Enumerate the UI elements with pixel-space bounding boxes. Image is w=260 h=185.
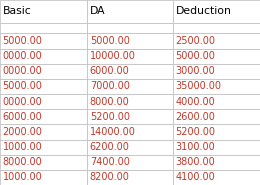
Text: 3800.00: 3800.00 <box>176 157 215 167</box>
Text: 7400.00: 7400.00 <box>90 157 129 167</box>
Bar <box>173 139 260 155</box>
Bar <box>0 0 87 23</box>
Bar <box>87 23 173 33</box>
Bar <box>0 170 87 185</box>
Text: 0000.00: 0000.00 <box>3 51 42 61</box>
Text: 5000.00: 5000.00 <box>3 36 42 46</box>
Text: 4100.00: 4100.00 <box>176 172 215 182</box>
Bar <box>0 124 87 139</box>
Bar <box>87 139 173 155</box>
Bar <box>173 124 260 139</box>
Bar <box>0 94 87 109</box>
Bar <box>87 0 173 23</box>
Text: 8200.00: 8200.00 <box>90 172 129 182</box>
Text: 7000.00: 7000.00 <box>90 82 129 92</box>
Bar <box>0 33 87 49</box>
Bar <box>0 155 87 170</box>
Bar <box>87 79 173 94</box>
Bar <box>173 23 260 33</box>
Bar <box>87 33 173 49</box>
Text: 5200.00: 5200.00 <box>176 127 216 137</box>
Bar <box>173 0 260 23</box>
Text: 2500.00: 2500.00 <box>176 36 216 46</box>
Bar <box>173 109 260 124</box>
Text: 5200.00: 5200.00 <box>90 112 130 122</box>
Text: 3100.00: 3100.00 <box>176 142 215 152</box>
Bar <box>0 23 87 33</box>
Bar <box>173 94 260 109</box>
Text: 6000.00: 6000.00 <box>90 66 129 76</box>
Text: 5000.00: 5000.00 <box>176 51 215 61</box>
Bar <box>173 64 260 79</box>
Text: 4000.00: 4000.00 <box>176 97 215 107</box>
Text: 1000.00: 1000.00 <box>3 172 42 182</box>
Bar <box>173 49 260 64</box>
Bar <box>87 124 173 139</box>
Text: 5000.00: 5000.00 <box>90 36 129 46</box>
Text: Deduction: Deduction <box>176 6 231 16</box>
Text: 2600.00: 2600.00 <box>176 112 215 122</box>
Bar <box>173 79 260 94</box>
Text: 5000.00: 5000.00 <box>3 82 42 92</box>
Bar <box>173 155 260 170</box>
Bar <box>87 170 173 185</box>
Bar <box>0 79 87 94</box>
Text: Basic: Basic <box>3 6 31 16</box>
Bar <box>87 109 173 124</box>
Bar <box>173 33 260 49</box>
Bar <box>87 155 173 170</box>
Text: 8000.00: 8000.00 <box>3 157 42 167</box>
Text: DA: DA <box>90 6 105 16</box>
Text: 0000.00: 0000.00 <box>3 97 42 107</box>
Bar <box>87 49 173 64</box>
Text: 1000.00: 1000.00 <box>3 142 42 152</box>
Text: 14000.00: 14000.00 <box>90 127 135 137</box>
Text: 2000.00: 2000.00 <box>3 127 42 137</box>
Bar <box>0 109 87 124</box>
Text: 6000.00: 6000.00 <box>3 112 42 122</box>
Text: 0000.00: 0000.00 <box>3 66 42 76</box>
Text: 10000.00: 10000.00 <box>90 51 135 61</box>
Bar <box>87 64 173 79</box>
Text: 35000.00: 35000.00 <box>176 82 222 92</box>
Text: 6200.00: 6200.00 <box>90 142 129 152</box>
Text: 3000.00: 3000.00 <box>176 66 215 76</box>
Bar <box>173 170 260 185</box>
Bar <box>0 139 87 155</box>
Bar <box>87 94 173 109</box>
Bar <box>0 49 87 64</box>
Bar <box>0 64 87 79</box>
Text: 8000.00: 8000.00 <box>90 97 129 107</box>
